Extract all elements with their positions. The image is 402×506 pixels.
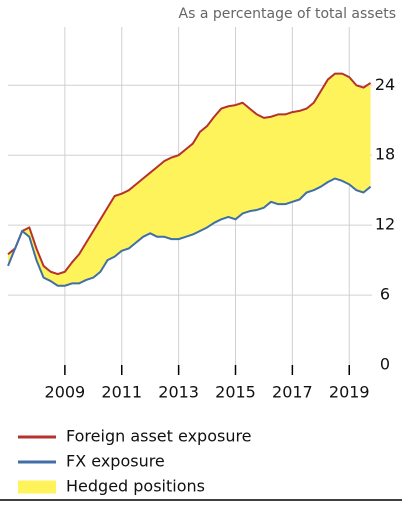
x-tick-label: 2013 [158, 383, 199, 402]
x-tick-label: 2019 [329, 383, 370, 402]
legend-label: Foreign asset exposure [66, 427, 252, 446]
y-tick-label: 12 [375, 215, 395, 234]
y-tick-label: 6 [380, 285, 390, 304]
legend-label: FX exposure [66, 452, 165, 471]
series-line [7, 72, 372, 276]
hedged-area [8, 73, 371, 286]
y-tick-label: 18 [375, 145, 395, 164]
x-tick-label: 2011 [101, 383, 142, 402]
subtitle: As a percentage of total assets [179, 6, 396, 22]
y-tick-label: 0 [380, 355, 390, 374]
x-tick-label: 2009 [45, 383, 86, 402]
series-line [7, 177, 372, 287]
y-tick-label: 24 [375, 75, 395, 94]
x-tick-label: 2017 [272, 383, 313, 402]
x-tick-label: 2015 [215, 383, 256, 402]
legend-label: Hedged positions [66, 477, 205, 496]
